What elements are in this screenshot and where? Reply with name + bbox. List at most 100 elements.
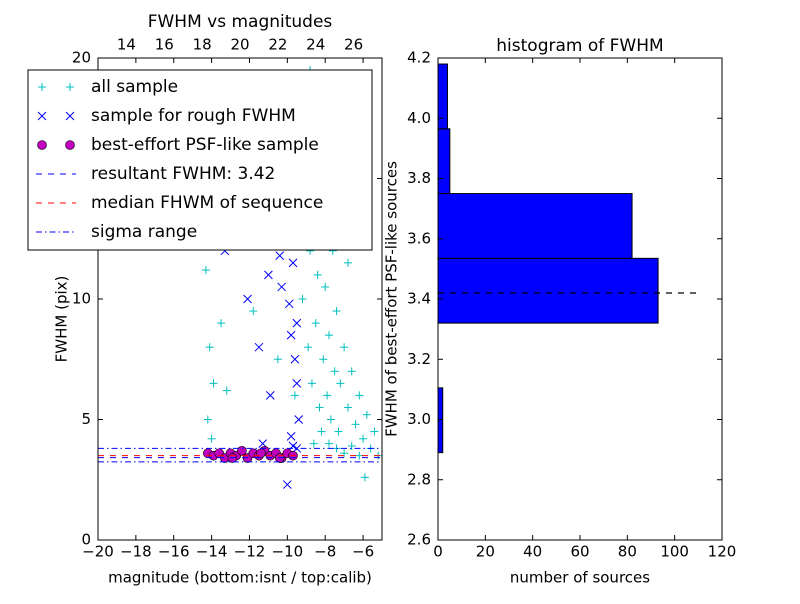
point bbox=[311, 319, 320, 328]
point bbox=[201, 266, 210, 275]
point bbox=[288, 258, 298, 268]
mk bbox=[237, 446, 247, 456]
bar bbox=[437, 387, 444, 454]
point bbox=[265, 391, 275, 400]
point bbox=[359, 434, 368, 443]
y-tick-label: 0 bbox=[81, 531, 91, 549]
x-axis-label: number of sources bbox=[510, 569, 650, 587]
y-tick-label: 3.2 bbox=[407, 350, 431, 368]
y-tick-label: 2.6 bbox=[407, 531, 431, 549]
point bbox=[351, 420, 360, 429]
point bbox=[323, 391, 332, 400]
legend-label: sample for rough FWHM bbox=[91, 106, 296, 126]
point bbox=[336, 379, 345, 388]
mk bbox=[286, 432, 296, 441]
x-tick-label: −18 bbox=[120, 543, 152, 561]
point bbox=[243, 294, 252, 304]
x-tick-label: −20 bbox=[82, 543, 114, 561]
mk bbox=[288, 258, 298, 268]
point bbox=[347, 442, 356, 451]
point bbox=[264, 270, 273, 280]
point bbox=[313, 270, 322, 279]
x-tick-label: 0 bbox=[433, 543, 443, 561]
point bbox=[292, 378, 302, 388]
legend-label: resultant FWHM: 3.42 bbox=[91, 164, 275, 184]
x-tick-label: 20 bbox=[476, 543, 495, 561]
y-tick-label: 3.6 bbox=[407, 229, 431, 247]
point bbox=[203, 415, 212, 424]
point bbox=[237, 446, 247, 456]
y-tick-label: 4.0 bbox=[407, 109, 431, 127]
y-tick-label: 4.2 bbox=[407, 49, 431, 67]
point bbox=[282, 480, 292, 489]
point bbox=[277, 282, 287, 292]
x-tick-label: −16 bbox=[158, 543, 190, 561]
point bbox=[321, 282, 330, 291]
x-tick-label: 80 bbox=[618, 543, 637, 561]
x-tick-label: 40 bbox=[523, 543, 542, 561]
x-tick-label: −14 bbox=[196, 543, 228, 561]
x-tick-label: 100 bbox=[660, 543, 689, 561]
bar bbox=[437, 257, 659, 324]
y-tick-label: 5 bbox=[81, 410, 91, 428]
point bbox=[273, 355, 282, 364]
x-tick-label: −8 bbox=[314, 543, 336, 561]
point bbox=[309, 439, 318, 448]
y-tick-label: 3.0 bbox=[407, 410, 431, 428]
x-tick-label: −6 bbox=[352, 543, 374, 561]
chart-title: FWHM vs magnitudes bbox=[148, 12, 333, 32]
y-tick-label: 2.8 bbox=[407, 470, 431, 488]
x-tick-label: −12 bbox=[234, 543, 266, 561]
mk bbox=[264, 270, 273, 280]
point bbox=[334, 427, 343, 436]
x2-tick-label: 18 bbox=[193, 36, 212, 54]
legend-box bbox=[27, 69, 373, 251]
point bbox=[286, 330, 296, 340]
mk bbox=[258, 439, 268, 448]
x-tick-label: −10 bbox=[272, 543, 304, 561]
point bbox=[294, 415, 304, 424]
chart-title: histogram of FWHM bbox=[496, 36, 663, 56]
point bbox=[317, 427, 326, 436]
mk bbox=[275, 251, 285, 260]
x-axis-label: magnitude (bottom:isnt / top:calib) bbox=[108, 569, 372, 587]
point bbox=[355, 451, 364, 460]
x2-tick-label: 24 bbox=[306, 36, 325, 54]
point bbox=[340, 343, 349, 352]
y-axis-label: FWHM of best-effort PSF-like sources bbox=[383, 161, 401, 437]
mk bbox=[277, 282, 287, 292]
point bbox=[332, 307, 341, 316]
point bbox=[355, 391, 364, 400]
point bbox=[290, 391, 299, 400]
legend-label: all sample bbox=[91, 77, 178, 97]
mk bbox=[243, 294, 252, 304]
y-axis-label: FWHM (pix) bbox=[53, 276, 71, 363]
x2-tick-label: 16 bbox=[155, 36, 174, 54]
mk bbox=[265, 391, 275, 400]
point bbox=[347, 367, 356, 376]
point bbox=[330, 367, 339, 376]
point bbox=[209, 379, 218, 388]
legend-label: best-effort PSF-like sample bbox=[91, 135, 319, 155]
point bbox=[304, 343, 313, 352]
point bbox=[319, 355, 328, 364]
x2-tick-label: 20 bbox=[230, 36, 249, 54]
point bbox=[360, 473, 369, 482]
point bbox=[205, 343, 214, 352]
point bbox=[370, 427, 379, 436]
point bbox=[340, 449, 349, 458]
y-tick-label: 3.4 bbox=[407, 290, 431, 308]
point bbox=[362, 410, 371, 419]
point bbox=[343, 258, 352, 267]
y-tick-label: 10 bbox=[72, 290, 91, 308]
legend-label: sigma range bbox=[91, 222, 197, 242]
y-tick-label: 3.8 bbox=[407, 169, 431, 187]
mk bbox=[292, 378, 302, 388]
mk bbox=[65, 111, 75, 121]
x-tick-label: 60 bbox=[570, 543, 589, 561]
point bbox=[315, 403, 324, 412]
point bbox=[307, 379, 316, 388]
point bbox=[254, 342, 264, 352]
legend: all sample sample for rough FWHM best-effo… bbox=[27, 69, 373, 251]
